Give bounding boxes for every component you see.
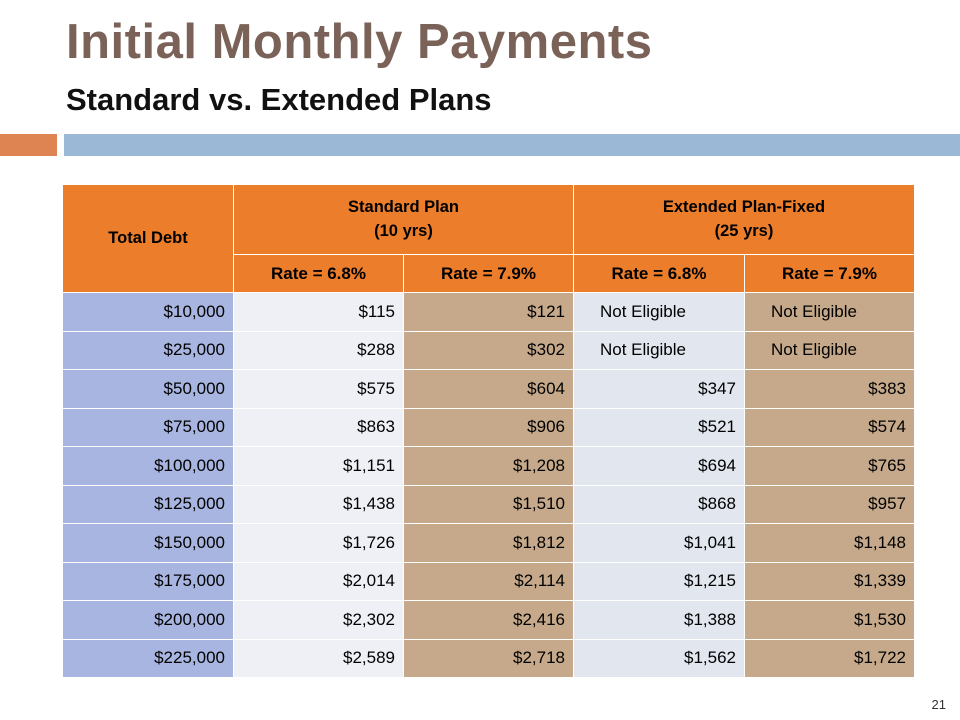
slide-title: Initial Monthly Payments	[66, 15, 653, 69]
cell-standard-6-8: $1,726	[233, 523, 404, 563]
cell-total-debt: $75,000	[62, 407, 234, 447]
header-rate-extended-7-9: Rate = 7.9%	[744, 254, 915, 293]
accent-bar-orange	[0, 134, 57, 156]
table-row: $10,000 $115 $121 Not Eligible Not Eligible	[62, 292, 915, 332]
cell-standard-6-8: $2,014	[233, 561, 404, 601]
cell-extended-6-8: $1,388	[573, 600, 745, 640]
cell-standard-7-9: $2,718	[403, 638, 574, 678]
table-row: $200,000 $2,302 $2,416 $1,388 $1,530	[62, 600, 915, 640]
cell-extended-7-9: Not Eligible	[744, 292, 915, 332]
cell-total-debt: $25,000	[62, 330, 234, 370]
table-row: $225,000 $2,589 $2,718 $1,562 $1,722	[62, 638, 915, 678]
standard-plan-name: Standard Plan	[348, 197, 459, 216]
cell-standard-7-9: $1,208	[403, 446, 574, 486]
cell-standard-6-8: $1,151	[233, 446, 404, 486]
table-row: $175,000 $2,014 $2,114 $1,215 $1,339	[62, 561, 915, 601]
cell-total-debt: $10,000	[62, 292, 234, 332]
cell-extended-6-8: $694	[573, 446, 745, 486]
cell-total-debt: $200,000	[62, 600, 234, 640]
header-total-debt: Total Debt	[62, 184, 234, 293]
cell-standard-6-8: $115	[233, 292, 404, 332]
header-rate-standard-7-9: Rate = 7.9%	[403, 254, 574, 293]
table-row: $25,000 $288 $302 Not Eligible Not Eligible	[62, 330, 915, 370]
cell-extended-7-9: Not Eligible	[744, 330, 915, 370]
header-standard-plan: Standard Plan (10 yrs)	[233, 184, 574, 255]
cell-standard-6-8: $1,438	[233, 484, 404, 524]
extended-plan-term: (25 yrs)	[714, 221, 774, 240]
cell-extended-7-9: $1,722	[744, 638, 915, 678]
cell-standard-6-8: $575	[233, 369, 404, 409]
extended-plan-name: Extended Plan-Fixed	[662, 197, 826, 216]
cell-standard-7-9: $121	[403, 292, 574, 332]
cell-extended-7-9: $383	[744, 369, 915, 409]
cell-extended-6-8: $347	[573, 369, 745, 409]
cell-extended-6-8: Not Eligible	[573, 292, 745, 332]
cell-extended-7-9: $1,339	[744, 561, 915, 601]
table-row: $150,000 $1,726 $1,812 $1,041 $1,148	[62, 523, 915, 563]
cell-total-debt: $175,000	[62, 561, 234, 601]
cell-total-debt: $100,000	[62, 446, 234, 486]
cell-standard-7-9: $2,114	[403, 561, 574, 601]
cell-standard-7-9: $302	[403, 330, 574, 370]
cell-standard-6-8: $863	[233, 407, 404, 447]
cell-standard-7-9: $2,416	[403, 600, 574, 640]
cell-standard-6-8: $288	[233, 330, 404, 370]
table-row: $50,000 $575 $604 $347 $383	[62, 369, 915, 409]
cell-standard-7-9: $604	[403, 369, 574, 409]
standard-plan-term: (10 yrs)	[374, 221, 433, 240]
table-row: $125,000 $1,438 $1,510 $868 $957	[62, 484, 915, 524]
cell-standard-7-9: $906	[403, 407, 574, 447]
header-rate-standard-6-8: Rate = 6.8%	[233, 254, 404, 293]
cell-extended-6-8: $868	[573, 484, 745, 524]
cell-standard-6-8: $2,589	[233, 638, 404, 678]
header-extended-plan: Extended Plan-Fixed (25 yrs)	[573, 184, 915, 255]
header-rate-extended-6-8: Rate = 6.8%	[573, 254, 745, 293]
cell-extended-7-9: $1,530	[744, 600, 915, 640]
table-header-row: Total Debt Standard Plan (10 yrs) Extend…	[62, 184, 915, 293]
payments-table: Total Debt Standard Plan (10 yrs) Extend…	[62, 184, 915, 678]
cell-extended-7-9: $765	[744, 446, 915, 486]
cell-extended-6-8: $1,041	[573, 523, 745, 563]
table-row: $100,000 $1,151 $1,208 $694 $765	[62, 446, 915, 486]
cell-extended-6-8: $1,215	[573, 561, 745, 601]
cell-standard-7-9: $1,812	[403, 523, 574, 563]
cell-total-debt: $225,000	[62, 638, 234, 678]
cell-total-debt: $50,000	[62, 369, 234, 409]
cell-standard-6-8: $2,302	[233, 600, 404, 640]
cell-extended-6-8: $1,562	[573, 638, 745, 678]
cell-total-debt: $125,000	[62, 484, 234, 524]
cell-extended-6-8: $521	[573, 407, 745, 447]
accent-bar-blue	[64, 134, 960, 156]
cell-extended-7-9: $574	[744, 407, 915, 447]
slide-subtitle: Standard vs. Extended Plans	[66, 82, 492, 117]
cell-extended-7-9: $957	[744, 484, 915, 524]
cell-total-debt: $150,000	[62, 523, 234, 563]
cell-extended-7-9: $1,148	[744, 523, 915, 563]
cell-standard-7-9: $1,510	[403, 484, 574, 524]
table-row: $75,000 $863 $906 $521 $574	[62, 407, 915, 447]
page-number: 21	[931, 697, 946, 712]
table-rate-row: Rate = 6.8% Rate = 7.9% Rate = 6.8% Rate…	[63, 254, 915, 293]
cell-extended-6-8: Not Eligible	[573, 330, 745, 370]
